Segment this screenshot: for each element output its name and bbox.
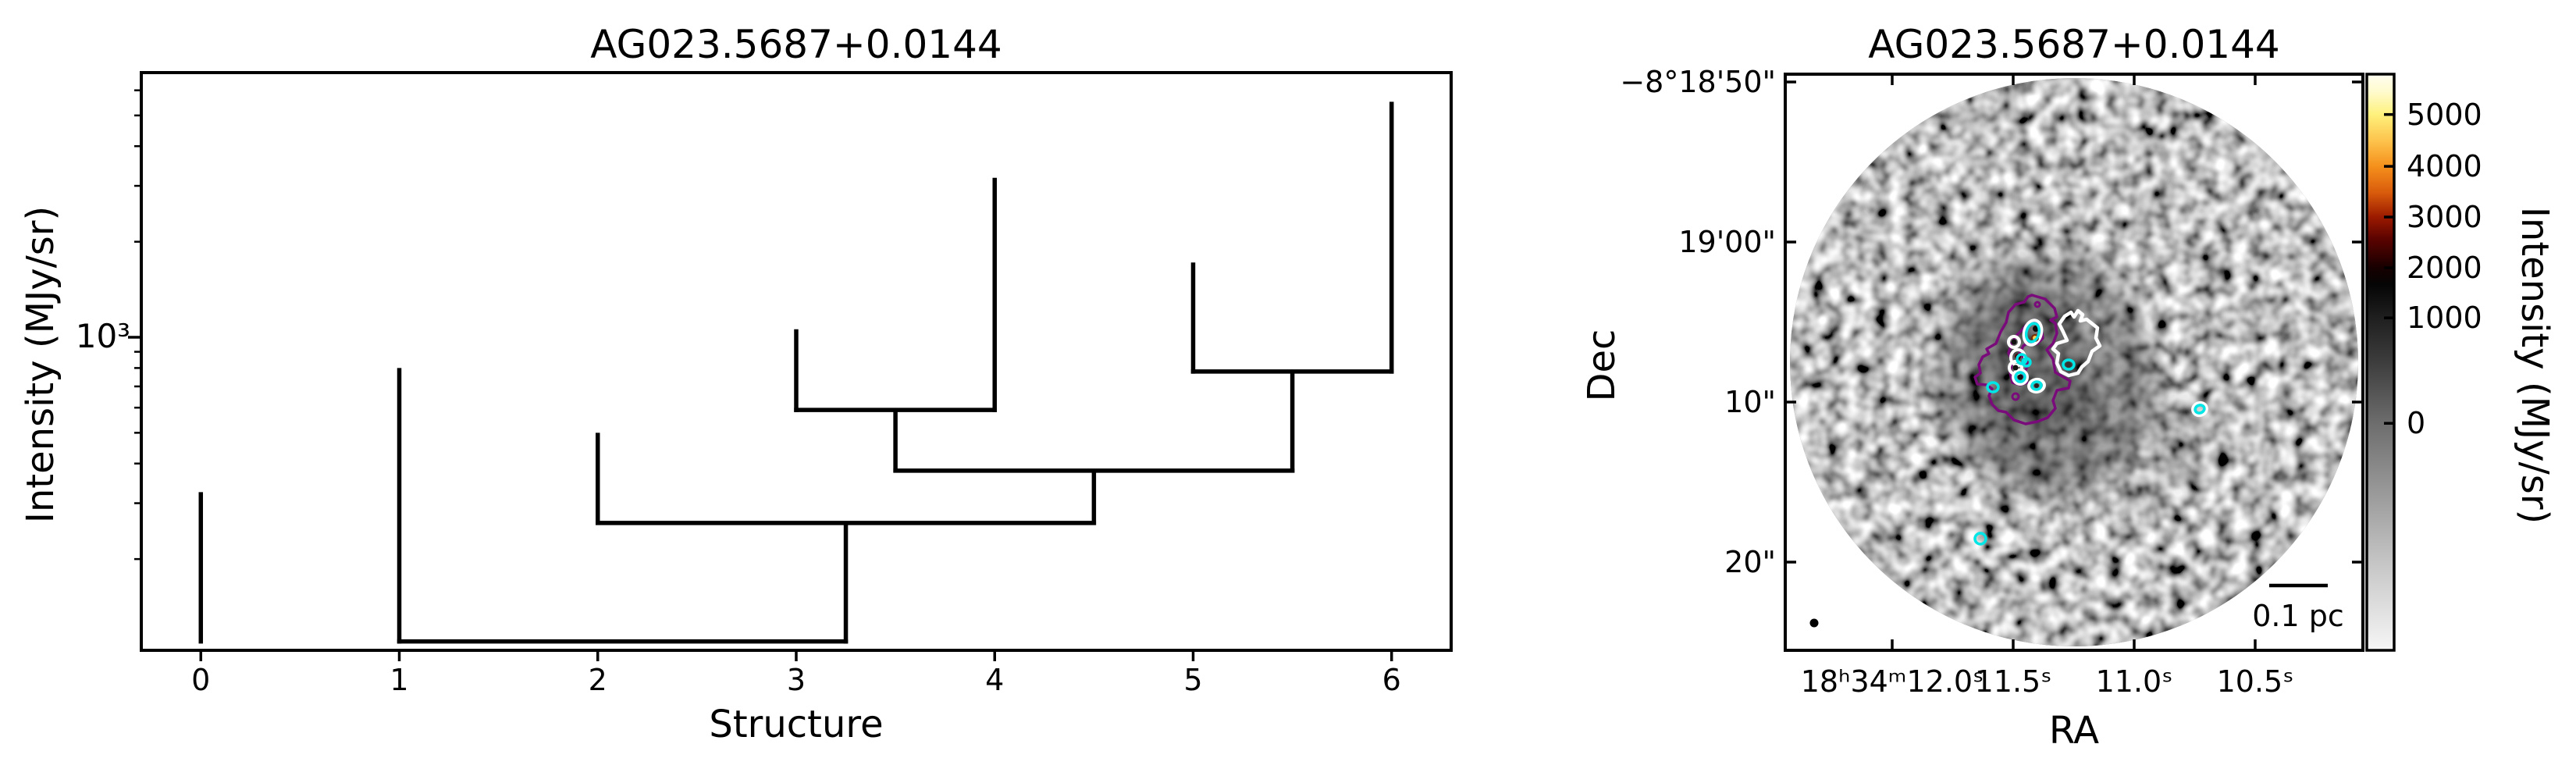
white-contour: [2051, 308, 2102, 378]
purple-contour-island: [2033, 301, 2041, 308]
colorbar-tick-label: 1000: [2407, 301, 2482, 336]
cyan-ring-contour: [1986, 381, 2000, 393]
white-ring-contour: [2022, 319, 2044, 347]
x-tick-label: 6: [1382, 663, 1401, 697]
core-dot: [2012, 365, 2019, 371]
right-panel-title: AG023.5687+0.0144: [1868, 22, 2280, 67]
x-tick-label: 5: [1183, 663, 1203, 697]
contour-layer: [1973, 294, 2208, 546]
colorbar: [2365, 73, 2396, 652]
dec-tick-label: −8°18'50": [1620, 65, 1776, 99]
ra-tick-label: 11.5ˢ: [1974, 664, 2052, 699]
colorbar-tick-label: 3000: [2407, 200, 2482, 235]
core-dot: [2011, 339, 2017, 345]
dec-tick-label: 19'00": [1678, 225, 1776, 259]
white-ring-contour: [2027, 377, 2046, 394]
x-tick-label: 4: [985, 663, 1005, 697]
scalebar-label: 0.1 pc: [2252, 599, 2344, 633]
white-ring-contour: [2007, 335, 2021, 349]
x-tick-label: 1: [390, 663, 409, 697]
colorbar-tick-label: 5000: [2407, 97, 2482, 132]
purple-contour-outer: [1973, 294, 2072, 425]
dec-tick-label: 10": [1724, 385, 1776, 419]
core-dot: [2034, 383, 2039, 388]
colorbar-tick-label: 2000: [2407, 250, 2482, 285]
ra-tick-label: 10.5ˢ: [2216, 664, 2294, 699]
core-dot: [2065, 361, 2072, 368]
cyan-ring-contour: [2062, 358, 2076, 371]
left-x-axis-label: Structure: [709, 703, 884, 746]
cyan-ring-contour: [2030, 380, 2043, 391]
beam-icon: [1809, 618, 1819, 628]
ra-tick-label: 11.0ˢ: [2095, 664, 2173, 699]
left-y-major-tick-label: 10³: [75, 317, 130, 355]
x-tick-label: 2: [588, 663, 607, 697]
white-ring-contour: [2191, 400, 2208, 418]
sky-image: [1790, 78, 2358, 646]
purple-contour-island: [2011, 392, 2020, 401]
ra-tick-label: 18ʰ34ᵐ12.0ˢ: [1800, 664, 1984, 699]
dec-tick-label: 20": [1724, 545, 1776, 579]
right-axes-frame: [1784, 73, 2364, 652]
colorbar-tick-label: 0: [2407, 406, 2426, 441]
white-ring-contour: [2012, 368, 2029, 386]
colorbar-tick-label: 4000: [2407, 149, 2482, 184]
cyan-ring-contour: [2021, 357, 2032, 368]
axes-layer: [128, 71, 2364, 661]
left-panel-title: AG023.5687+0.0144: [590, 22, 1002, 67]
cyan-ring-contour: [2024, 322, 2041, 344]
x-tick-label: 0: [191, 663, 211, 697]
x-tick-label: 3: [786, 663, 806, 697]
right-x-axis-label: RA: [2048, 709, 2100, 753]
dendrogram-lines: [198, 101, 1394, 644]
core-dot: [2017, 374, 2023, 380]
colorbar-ticks: [2384, 112, 2394, 425]
cyan-ring-contour: [1973, 532, 1987, 546]
cyan-ring-contour: [2194, 404, 2206, 415]
cyan-ring-contour: [2014, 371, 2026, 383]
colorbar-gradient: [2365, 73, 2396, 652]
